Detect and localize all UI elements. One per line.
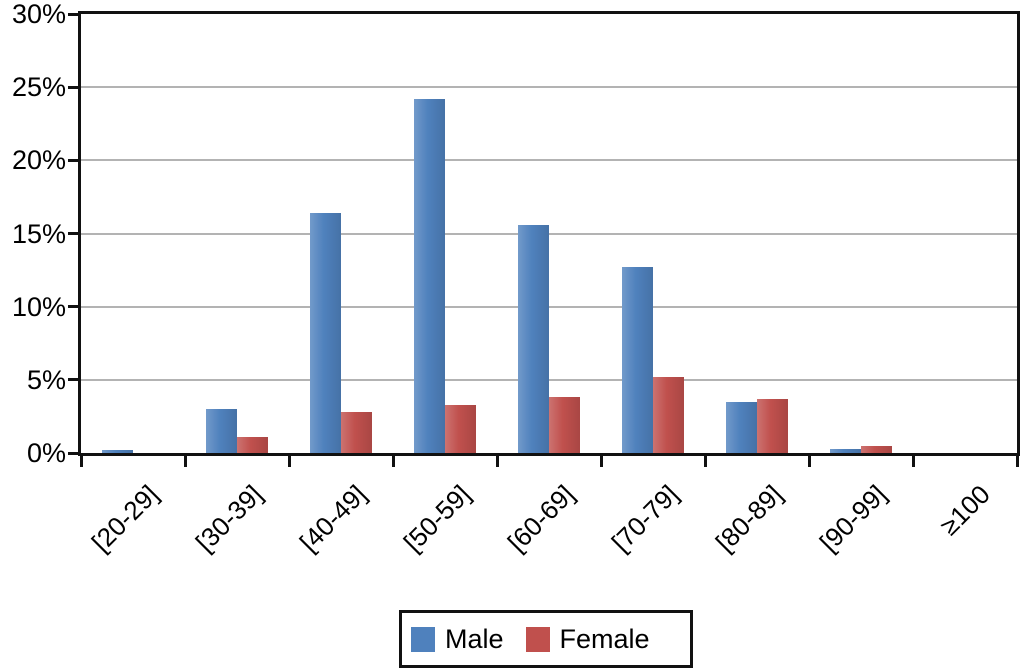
x-label-[20-29]: [20-29] [85,479,165,558]
y-tick-20pct [68,158,78,162]
x-label-[70-79]: [70-79] [605,479,685,558]
gridline-15pct [81,232,1017,235]
bar-group-[70-79] [601,14,705,453]
x-label-[90-99]: [90-99] [813,479,893,558]
y-tick-label-15pct: 15% [11,218,66,249]
y-tick-label-25pct: 25% [11,72,66,103]
bar-group-[20-29] [81,14,185,453]
legend-label-male: Male [445,623,504,654]
bar-male-[80-89] [725,401,757,453]
y-tick-15pct [68,232,78,235]
bar-male-[20-29] [101,450,133,453]
bar-female-[50-59] [445,404,477,453]
y-tick-30pct [68,12,78,16]
x-tick-4 [495,456,499,467]
bar-male-[40-49] [309,213,341,453]
bar-group-[40-49] [289,14,393,453]
x-label-[40-49]: [40-49] [293,479,373,558]
x-label-≥100: ≥100 [934,479,997,541]
bar-group-[60-69] [497,14,601,453]
bar-male-[50-59] [413,98,445,453]
y-tick-label-20pct: 20% [11,145,66,176]
x-label-[50-59]: [50-59] [397,479,477,558]
x-label-[30-39]: [30-39] [189,479,269,558]
y-tick-label-30pct: 30% [11,0,66,29]
x-tick-8 [911,456,915,467]
bar-group-[80-89] [705,14,809,453]
x-tick-2 [287,456,291,467]
gridline-10pct [81,305,1017,308]
legend: Male Female [399,610,693,668]
x-tick-6 [703,456,707,467]
bar-female-[30-39] [237,436,269,453]
y-tick-25pct [68,85,78,89]
bar-female-[90-99] [861,445,893,453]
bar-male-[60-69] [517,224,549,453]
y-tick-label-10pct: 10% [11,291,66,322]
x-tick-1 [183,456,187,467]
x-tick-0 [79,456,83,467]
gridline-5pct [81,378,1017,381]
plot-area [78,11,1020,456]
bar-male-[90-99] [829,448,861,453]
bar-male-[70-79] [621,267,653,453]
bar-female-[70-79] [653,376,685,453]
bar-female-[60-69] [549,397,581,453]
bar-female-[80-89] [757,398,789,453]
x-tick-7 [807,456,811,467]
y-tick-5pct [68,378,78,382]
x-label-[60-69]: [60-69] [501,479,581,558]
gridline-25pct [81,86,1017,89]
y-tick-label-5pct: 5% [26,364,66,395]
legend-swatch-female-icon [525,626,550,652]
bar-group-[30-39] [185,14,289,453]
bar-female-[40-49] [341,412,373,453]
legend-label-female: Female [559,623,650,654]
x-label-[80-89]: [80-89] [709,479,789,558]
x-tick-3 [391,456,395,467]
bars-container [81,14,1017,453]
x-tick-5 [599,456,603,467]
bar-group-[50-59] [393,14,497,453]
x-tick-9 [1015,456,1019,467]
y-tick-10pct [68,305,78,309]
y-tick-label-0pct: 0% [26,438,66,468]
y-tick-0pct [68,451,78,455]
gridline-20pct [81,159,1017,162]
bar-group-[90-99] [809,14,913,453]
legend-swatch-male-icon [411,626,435,652]
bar-group-≥100 [913,14,1017,453]
bar-male-[30-39] [205,409,237,453]
